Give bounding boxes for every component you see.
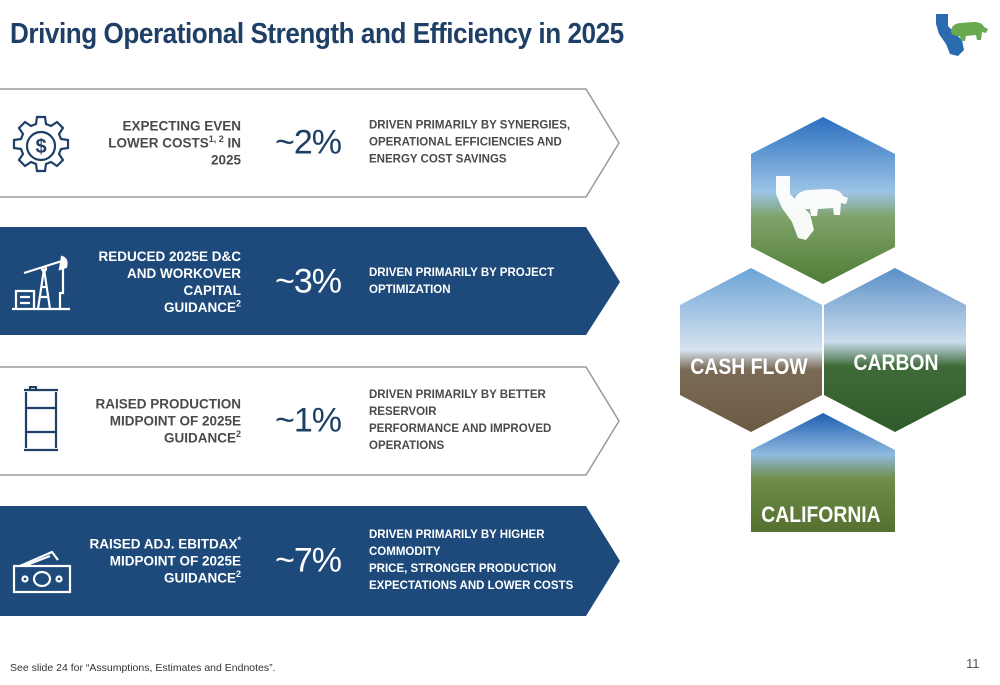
arrow-banner — [0, 366, 620, 476]
metric-label: EXPECTING EVEN LOWER COSTS1, 2 IN 2025 — [108, 118, 241, 168]
metric-description: DRIVEN PRIMARILY BY PROJECT OPTIMIZATION — [369, 267, 555, 296]
cash-bills-icon — [12, 550, 72, 594]
page-title: Driving Operational Strength and Efficie… — [10, 18, 624, 50]
metric-value: ~7% — [275, 541, 342, 580]
gear-dollar-icon: $ — [12, 115, 70, 173]
metric-label: RAISED PRODUCTION MIDPOINT OF 2025E GUID… — [95, 396, 241, 446]
page-number: 11 — [966, 656, 980, 671]
metric-row-ebitdax: RAISED ADJ. EBITDAX* MIDPOINT OF 2025E G… — [0, 506, 622, 616]
metric-row-capital: REDUCED 2025E D&C AND WORKOVER CAPITAL G… — [0, 227, 622, 337]
hexagon-label-cash-flow: CASH FLOW — [690, 355, 808, 379]
hexagon-landscape-carbon — [824, 268, 966, 432]
pumpjack-icon — [12, 255, 70, 311]
metric-value: ~1% — [275, 401, 342, 440]
metric-description: DRIVEN PRIMARILY BY HIGHER COMMODITY PRI… — [369, 529, 574, 592]
metric-description: DRIVEN PRIMARILY BY BETTER RESERVOIR PER… — [369, 389, 552, 452]
metric-value: ~2% — [275, 123, 342, 162]
hexagon-label-california: CALIFORNIA — [761, 503, 880, 527]
hexagon-label-carbon: CARBON — [854, 351, 939, 375]
california-bear-silhouette — [776, 176, 848, 240]
metric-label: RAISED ADJ. EBITDAX* MIDPOINT OF 2025E G… — [89, 535, 241, 586]
arrow-banner — [0, 88, 620, 198]
footnote: See slide 24 for “Assumptions, Estimates… — [10, 662, 276, 674]
metric-row-production: RAISED PRODUCTION MIDPOINT OF 2025E GUID… — [0, 366, 622, 476]
svg-text:$: $ — [35, 136, 46, 158]
arrow-banner — [0, 506, 620, 616]
metric-label: REDUCED 2025E D&C AND WORKOVER CAPITAL G… — [98, 249, 241, 315]
california-bear-logo — [936, 14, 988, 56]
oil-barrel-icon — [24, 386, 58, 452]
metric-value: ~3% — [275, 262, 342, 301]
hexagon-landscape-california — [751, 413, 895, 532]
hexagon-landscape-cash-flow — [680, 268, 822, 432]
arrow-banner — [0, 227, 620, 335]
hexagon-image-cluster: CASH FLOW CARBON CALIFORNIA — [680, 117, 966, 532]
metric-description: DRIVEN PRIMARILY BY SYNERGIES, OPERATION… — [369, 119, 571, 166]
metric-row-costs: $ EXPECTING EVEN LOWER COSTS1, 2 IN 2025… — [0, 88, 622, 198]
